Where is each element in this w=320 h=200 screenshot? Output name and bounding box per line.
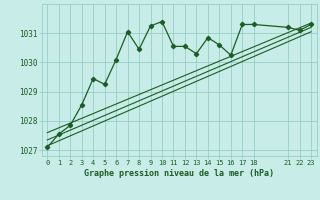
X-axis label: Graphe pression niveau de la mer (hPa): Graphe pression niveau de la mer (hPa)	[84, 169, 274, 178]
